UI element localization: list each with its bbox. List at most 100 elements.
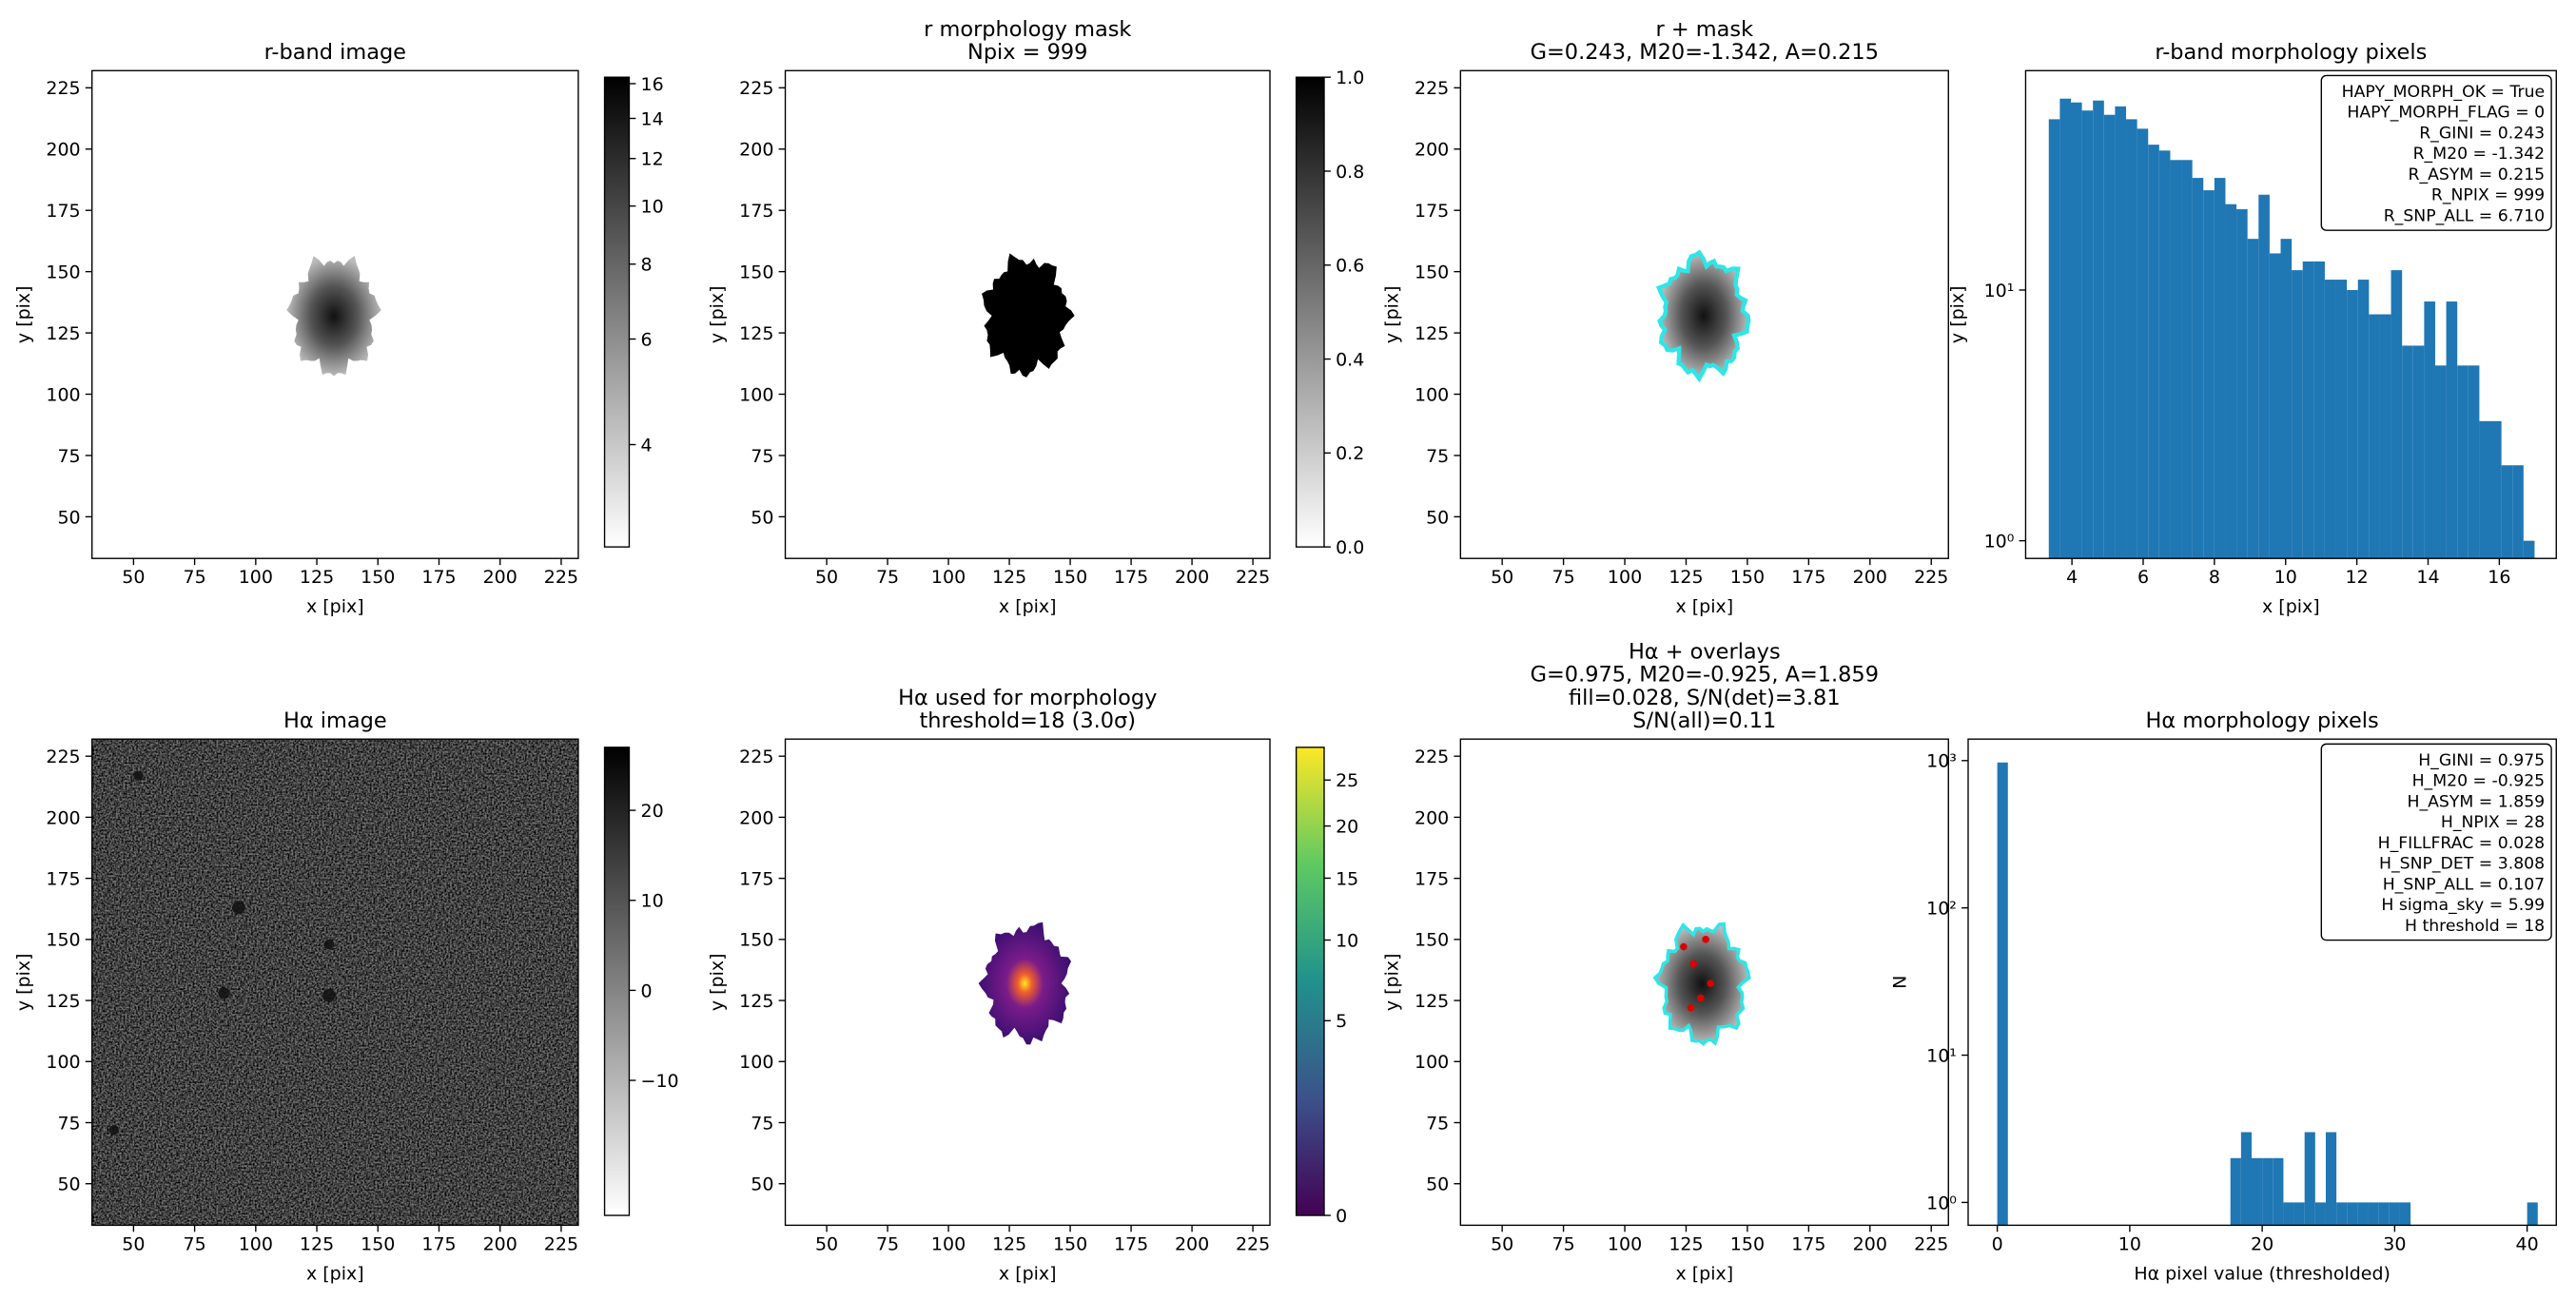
stats-line: H sigma_sky = 5.99 bbox=[2381, 896, 2545, 915]
colorbar-tick-label: −10 bbox=[641, 1071, 679, 1092]
dark-source bbox=[133, 770, 144, 781]
x-tick-label: 200 bbox=[1853, 1233, 1887, 1254]
y-tick-label: 100 bbox=[1415, 384, 1449, 405]
histogram-bar bbox=[2293, 1202, 2305, 1226]
histogram-bar bbox=[2262, 1157, 2274, 1226]
y-tick-label: 200 bbox=[739, 140, 773, 161]
y-axis-label: y [pix] bbox=[13, 953, 34, 1011]
y-axis-label: y [pix] bbox=[707, 285, 728, 343]
histogram-bar bbox=[2399, 1202, 2411, 1226]
x-tick-label: 8 bbox=[2209, 567, 2220, 588]
colorbar-tick-label: 10 bbox=[641, 891, 664, 912]
y-tick-label: 125 bbox=[1415, 323, 1449, 344]
chart-title: fill=0.028, S/N(det)=3.81 bbox=[1569, 686, 1841, 710]
x-tick-label: 75 bbox=[184, 1233, 206, 1254]
colorbar-tick-label: 15 bbox=[1336, 868, 1358, 889]
y-tick-label: 10⁰ bbox=[1984, 532, 2015, 553]
x-tick-label: 175 bbox=[1114, 1233, 1148, 1254]
x-tick-label: 225 bbox=[1914, 1233, 1948, 1254]
x-tick-label: 150 bbox=[361, 567, 395, 588]
histogram-bar bbox=[2378, 1202, 2390, 1226]
histogram-bar bbox=[2240, 1132, 2252, 1226]
stats-line: H_M20 = -0.925 bbox=[2412, 772, 2546, 791]
x-tick-label: 75 bbox=[184, 567, 206, 588]
image-content bbox=[286, 256, 381, 377]
image-content bbox=[978, 922, 1072, 1045]
x-tick-label: 200 bbox=[1175, 567, 1209, 588]
x-axis-label: x [pix] bbox=[1675, 1263, 1733, 1284]
axes-frame bbox=[1967, 738, 2557, 1227]
y-tick-label: 10¹ bbox=[1926, 1045, 1957, 1066]
x-tick-label: 175 bbox=[421, 567, 456, 588]
stats-line: H threshold = 18 bbox=[2405, 917, 2545, 936]
histogram-bar bbox=[2181, 160, 2193, 559]
overlay-dot bbox=[1702, 936, 1709, 943]
y-tick-label: 225 bbox=[46, 78, 80, 99]
source-blob bbox=[286, 256, 381, 377]
histogram-bar bbox=[2434, 365, 2447, 559]
y-tick-label: 150 bbox=[1415, 262, 1449, 283]
x-tick-label: 100 bbox=[931, 567, 966, 588]
x-tick-label: 50 bbox=[815, 567, 838, 588]
histogram-bar bbox=[2424, 301, 2435, 559]
colorbar bbox=[1295, 747, 1325, 1216]
histogram-bar bbox=[2148, 145, 2159, 559]
x-tick-label: 50 bbox=[1491, 567, 1513, 588]
dark-source bbox=[231, 901, 245, 915]
x-tick-label: 6 bbox=[2137, 567, 2149, 588]
chart-title: Hα used for morphology bbox=[898, 686, 1157, 710]
stats-line: H_ASYM = 1.859 bbox=[2407, 792, 2545, 811]
chart-title: r + mask bbox=[1656, 17, 1754, 42]
y-tick-label: 100 bbox=[1415, 1052, 1449, 1073]
x-tick-label: 225 bbox=[544, 567, 578, 588]
colorbar-tick-label: 0.0 bbox=[1336, 537, 1364, 558]
histogram-bar bbox=[2324, 280, 2336, 559]
x-axis-label: x [pix] bbox=[1675, 596, 1733, 617]
x-axis-label: x [pix] bbox=[306, 596, 364, 617]
stats-line: R_SNP_ALL = 6.710 bbox=[2384, 206, 2545, 225]
x-tick-label: 125 bbox=[992, 567, 1026, 588]
chart-title: Hα morphology pixels bbox=[2146, 708, 2379, 733]
histogram-bar bbox=[2203, 190, 2215, 559]
histogram-bar bbox=[2093, 100, 2104, 559]
colorbar-tick-label: 8 bbox=[641, 255, 653, 276]
y-tick-label: 200 bbox=[1415, 140, 1449, 161]
y-tick-label: 75 bbox=[57, 446, 80, 467]
y-tick-label: 125 bbox=[739, 991, 773, 1012]
y-tick-label: 125 bbox=[46, 323, 80, 344]
colorbar bbox=[603, 76, 631, 548]
y-tick-label: 225 bbox=[1415, 78, 1449, 99]
x-tick-label: 75 bbox=[876, 567, 899, 588]
x-tick-label: 200 bbox=[1175, 1233, 1209, 1254]
axes-frame bbox=[784, 738, 1271, 1227]
noise-texture bbox=[91, 739, 578, 1226]
histogram-bar bbox=[2158, 150, 2171, 559]
y-tick-label: 175 bbox=[1415, 201, 1449, 222]
x-tick-label: 175 bbox=[1791, 1233, 1825, 1254]
y-tick-label: 75 bbox=[751, 446, 773, 467]
y-tick-label: 200 bbox=[739, 807, 773, 828]
chart-title: S/N(all)=0.11 bbox=[1632, 708, 1776, 733]
histogram-bar bbox=[2103, 114, 2116, 559]
y-tick-label: 150 bbox=[739, 930, 773, 951]
histogram-bar bbox=[2389, 1202, 2400, 1226]
dark-source bbox=[108, 1125, 120, 1135]
axes-frame bbox=[2024, 69, 2557, 559]
stats-line: H_NPIX = 28 bbox=[2441, 813, 2545, 832]
chart-title: r morphology mask bbox=[924, 17, 1131, 42]
stats-line: HAPY_MORPH_FLAG = 0 bbox=[2347, 104, 2545, 123]
y-axis-label: y [pix] bbox=[1382, 285, 1403, 343]
histogram-bar bbox=[2336, 1202, 2348, 1226]
x-tick-label: 225 bbox=[1914, 567, 1948, 588]
y-tick-label: 10² bbox=[1926, 899, 1957, 920]
x-tick-label: 150 bbox=[361, 1233, 395, 1254]
colorbar-tick-label: 16 bbox=[641, 74, 664, 95]
colorbar-tick-label: 14 bbox=[641, 108, 664, 129]
x-tick-label: 100 bbox=[239, 567, 273, 588]
x-tick-label: 125 bbox=[300, 1233, 334, 1254]
x-tick-label: 100 bbox=[931, 1233, 966, 1254]
x-tick-label: 50 bbox=[1491, 1233, 1513, 1254]
x-axis-label: x [pix] bbox=[306, 1263, 364, 1284]
x-tick-label: 200 bbox=[483, 1233, 517, 1254]
